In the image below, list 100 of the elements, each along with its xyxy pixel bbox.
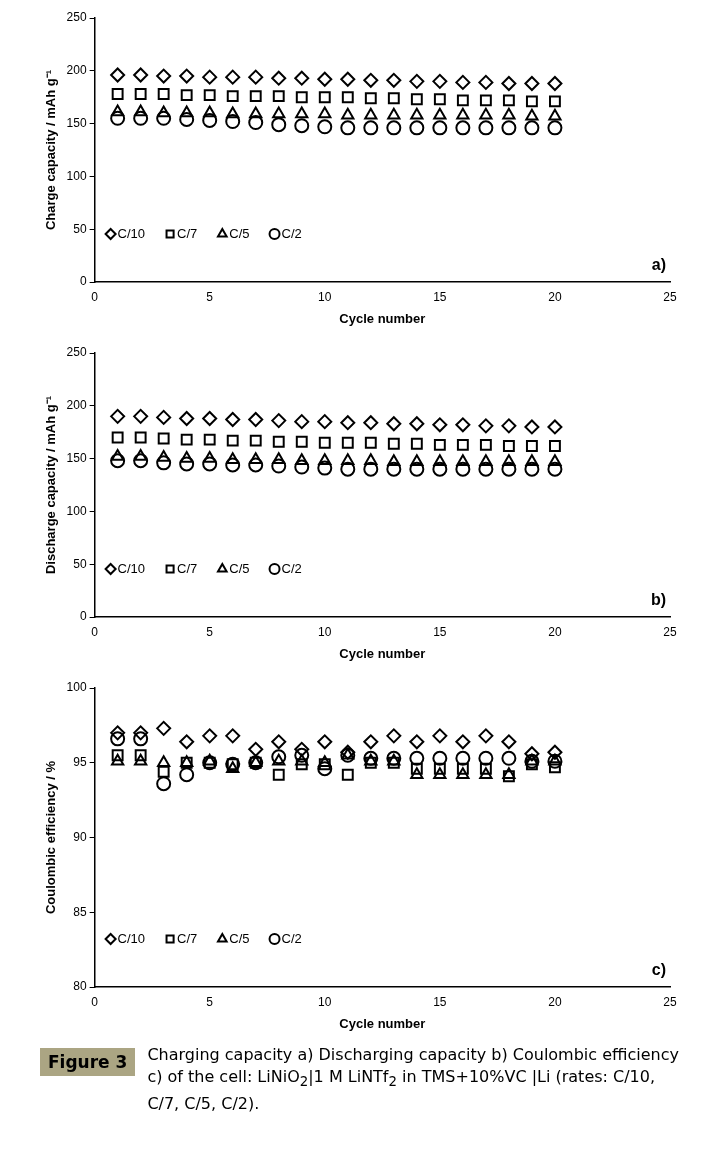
legend-label: C/2	[281, 560, 302, 576]
point	[341, 768, 354, 781]
point	[525, 108, 539, 121]
point	[502, 770, 515, 783]
point	[134, 749, 147, 762]
point	[157, 755, 171, 767]
y-tick-label: 250	[66, 345, 87, 360]
x-tick-label: 10	[318, 994, 332, 1009]
point	[456, 762, 469, 775]
point	[111, 431, 124, 444]
point	[271, 70, 287, 86]
point	[524, 120, 540, 136]
point	[225, 412, 241, 428]
point	[478, 120, 494, 136]
point	[409, 120, 425, 136]
point	[248, 115, 264, 131]
point	[501, 734, 517, 750]
point	[479, 438, 492, 451]
y-tick-label: 150	[66, 450, 87, 465]
point	[226, 90, 239, 103]
point	[202, 456, 218, 472]
y-axis-title: Coulombic efficiency / %	[43, 760, 59, 915]
y-tick-label: 50	[73, 221, 87, 236]
point	[295, 91, 308, 104]
point	[410, 107, 424, 120]
point	[134, 448, 148, 461]
point	[548, 108, 562, 121]
point	[156, 409, 172, 425]
y-tick-label: 250	[66, 10, 87, 25]
point	[318, 106, 332, 119]
y-axis-title: Charge capacity / mAh g⁻¹	[43, 69, 59, 231]
x-tick-label: 25	[663, 289, 677, 304]
point	[340, 415, 356, 431]
point	[340, 461, 356, 477]
point	[133, 731, 149, 747]
caption: Figure 3	[40, 1048, 136, 1076]
legend-label: C/7	[177, 930, 198, 946]
legend-label: C/10	[117, 225, 146, 241]
point	[203, 89, 216, 102]
point	[295, 106, 309, 119]
point	[179, 68, 195, 84]
point	[203, 451, 217, 463]
point	[525, 758, 538, 771]
annotation: c)	[651, 961, 666, 979]
point	[432, 120, 448, 136]
point	[455, 120, 471, 136]
point	[409, 461, 425, 477]
point	[318, 91, 331, 104]
x-tick-label: 15	[433, 624, 447, 639]
x-tick-label: 25	[663, 994, 677, 1009]
point	[111, 753, 125, 766]
point	[363, 461, 379, 477]
point	[410, 762, 423, 775]
point	[548, 761, 561, 774]
legend-label: C/5	[229, 225, 250, 241]
point	[203, 105, 217, 118]
x-axis-title: Cycle number	[339, 645, 426, 661]
point	[318, 755, 332, 767]
annotation: b)	[650, 591, 666, 609]
point	[133, 453, 149, 469]
point	[318, 436, 331, 449]
point	[524, 746, 540, 762]
point	[226, 106, 240, 119]
point	[455, 734, 471, 750]
y-tick-label: 150	[66, 115, 87, 130]
point	[157, 432, 170, 445]
x-tick-label: 20	[548, 994, 562, 1009]
point	[225, 113, 241, 129]
point	[294, 414, 310, 430]
point	[248, 741, 264, 757]
point	[364, 92, 377, 105]
point	[111, 749, 124, 762]
y-tick-label: 100	[66, 680, 87, 695]
point	[157, 105, 171, 118]
point	[409, 416, 425, 432]
legend-label: C/10	[117, 560, 146, 576]
point	[317, 414, 333, 430]
point	[318, 758, 331, 771]
point	[501, 461, 517, 477]
point	[455, 417, 471, 433]
y-tick-label: 100	[66, 168, 87, 183]
point	[455, 750, 471, 766]
point	[386, 461, 402, 477]
point	[179, 111, 195, 127]
point	[295, 753, 309, 766]
point	[410, 767, 424, 779]
point	[363, 415, 379, 431]
point	[133, 110, 149, 126]
point	[386, 120, 402, 136]
point	[455, 461, 471, 477]
point	[478, 461, 494, 477]
point	[409, 734, 425, 750]
x-tick-label: 20	[548, 624, 562, 639]
point	[317, 71, 333, 87]
point	[249, 452, 263, 464]
point	[110, 453, 126, 469]
x-tick-label: 5	[206, 624, 214, 639]
point	[248, 457, 264, 473]
point	[111, 448, 125, 461]
point	[271, 734, 287, 750]
